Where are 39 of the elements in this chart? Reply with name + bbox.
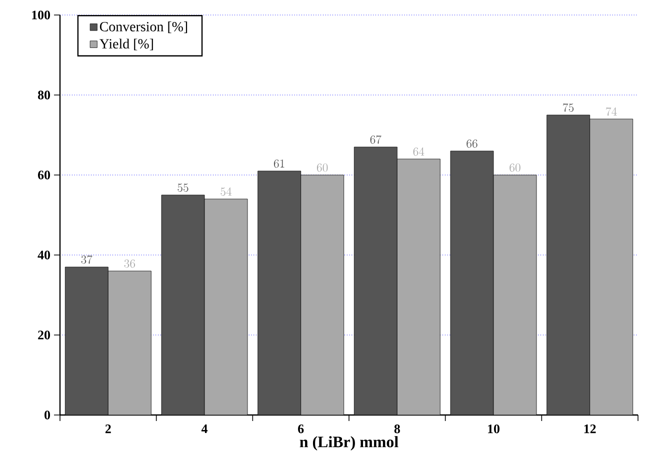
x-axis-title: n (LiBr) mmol — [300, 436, 398, 451]
y-tick-label: 0 — [44, 410, 50, 420]
legend-label: Yield [%] — [100, 38, 153, 50]
data-label: 64 — [413, 147, 424, 156]
data-label: 37 — [81, 255, 92, 264]
x-tick-label: 2 — [105, 424, 111, 434]
legend-label: Conversion [%] — [100, 22, 188, 34]
bar — [64, 266, 108, 415]
y-tick-label: 100 — [32, 10, 50, 20]
bar — [354, 146, 398, 415]
x-tick-label: 6 — [298, 424, 304, 434]
data-label: 74 — [606, 107, 617, 116]
data-label: 75 — [563, 103, 574, 112]
data-label: 67 — [370, 135, 382, 144]
y-tick-label: 40 — [38, 250, 50, 260]
bar — [546, 114, 590, 415]
bar — [300, 174, 344, 415]
x-tick-label: 12 — [584, 424, 596, 434]
bar — [450, 150, 494, 415]
bar — [590, 118, 634, 415]
data-label: 60 — [510, 164, 520, 172]
y-tick-label: 20 — [38, 330, 50, 340]
data-label: 54 — [220, 187, 232, 196]
bar — [258, 170, 302, 415]
x-tick-label: 10 — [488, 424, 500, 434]
bar — [493, 174, 537, 415]
data-label: 36 — [124, 260, 136, 268]
bar — [204, 198, 248, 415]
y-tick-label: 60 — [38, 170, 50, 180]
bar — [108, 270, 152, 415]
data-label: 60 — [316, 164, 328, 172]
data-label: 66 — [466, 140, 478, 148]
data-label: 61 — [274, 160, 284, 168]
y-tick-label: 80 — [38, 90, 50, 100]
data-label: 55 — [178, 184, 188, 192]
x-tick-label: 4 — [201, 424, 208, 434]
bar — [161, 194, 205, 415]
x-tick-label: 8 — [394, 424, 400, 434]
bar — [396, 158, 440, 415]
